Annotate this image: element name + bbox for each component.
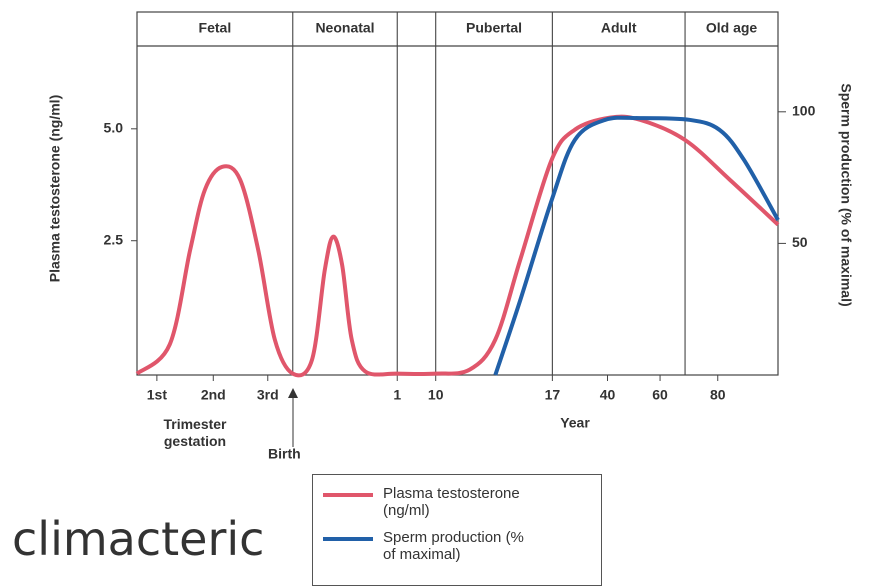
phase-label: Adult bbox=[601, 20, 637, 36]
y2-axis-title: Sperm production (% of maximal) bbox=[838, 83, 854, 306]
phase-label: Pubertal bbox=[466, 20, 522, 36]
x-tick-label: 10 bbox=[428, 387, 444, 403]
y2-tick-label: 100 bbox=[792, 103, 816, 119]
legend-swatch bbox=[323, 493, 373, 497]
y2-tick-label: 50 bbox=[792, 234, 808, 250]
phase-label: Old age bbox=[706, 20, 758, 36]
x-tick-label: 60 bbox=[652, 387, 668, 403]
x-tick-label: 80 bbox=[710, 387, 726, 403]
trimester-label: Trimester gestation bbox=[163, 416, 227, 449]
legend-swatch bbox=[323, 537, 373, 541]
plot-frame bbox=[136, 11, 779, 376]
series-line bbox=[493, 115, 780, 376]
x-tick-label: 40 bbox=[600, 387, 616, 403]
legend: Plasma testosterone (ng/ml) Sperm product… bbox=[312, 474, 602, 586]
birth-arrowhead bbox=[288, 388, 298, 398]
phase-label: Fetal bbox=[199, 20, 232, 36]
legend-entry: Sperm production (% of maximal) bbox=[323, 529, 533, 563]
y-tick-label: 5.0 bbox=[104, 120, 124, 136]
phase-label: Neonatal bbox=[315, 20, 374, 36]
x-tick-label: 1 bbox=[393, 387, 401, 403]
y-axis-title: Plasma testosterone (ng/ml) bbox=[46, 94, 63, 283]
x-tick-label: 1st bbox=[147, 387, 168, 403]
birth-label: Birth bbox=[268, 446, 301, 462]
legend-entry: Plasma testosterone (ng/ml) bbox=[323, 485, 533, 519]
x-tick-label: 3rd bbox=[257, 387, 279, 403]
y-tick-label: 2.5 bbox=[104, 231, 124, 247]
x-axis-title: Year bbox=[560, 415, 590, 431]
x-tick-label: 17 bbox=[545, 387, 561, 403]
legend-label: Sperm production (% of maximal) bbox=[383, 529, 524, 563]
x-tick-label: 2nd bbox=[201, 387, 226, 403]
legend-label: Plasma testosterone (ng/ml) bbox=[383, 485, 520, 519]
series-line bbox=[135, 114, 780, 378]
overlay-text: climacteric bbox=[12, 512, 265, 566]
